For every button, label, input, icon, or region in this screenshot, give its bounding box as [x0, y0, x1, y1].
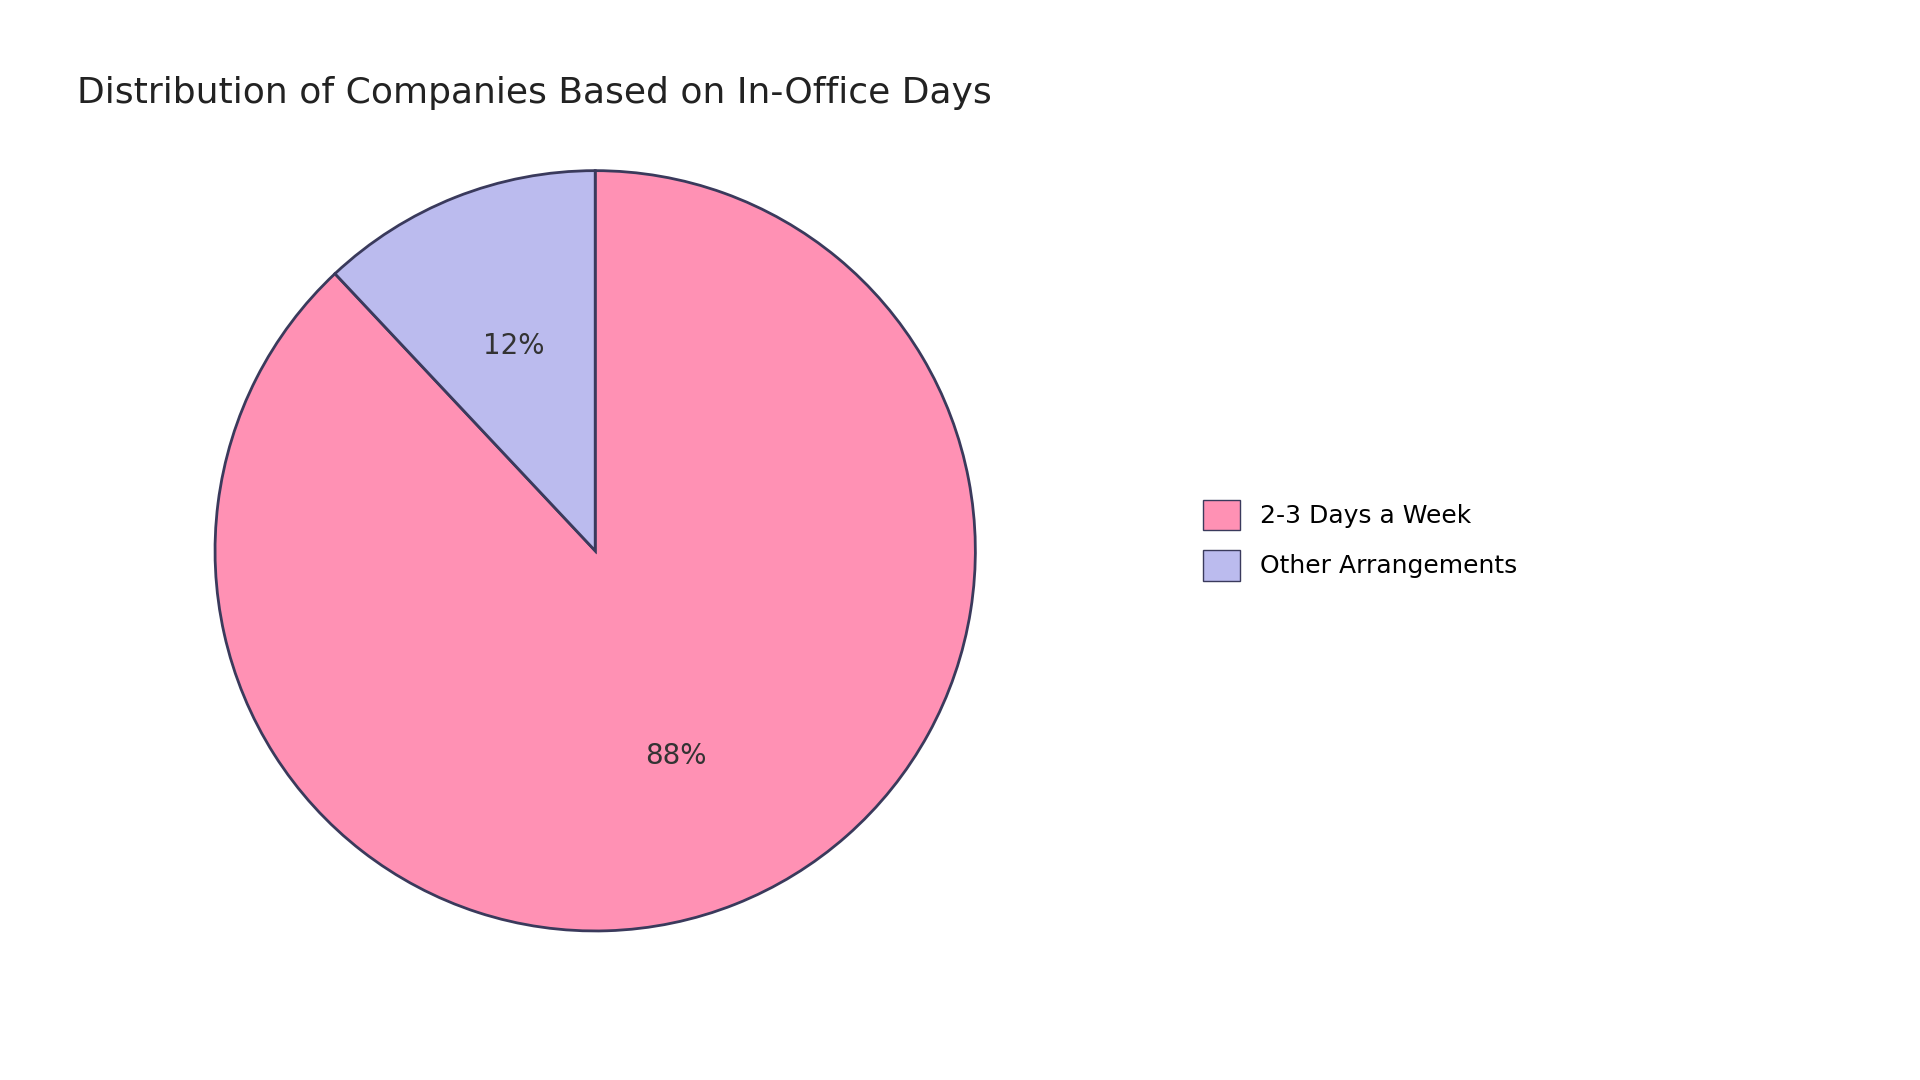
Wedge shape [215, 171, 975, 931]
Wedge shape [334, 171, 595, 551]
Text: 12%: 12% [484, 332, 545, 360]
Text: Distribution of Companies Based on In-Office Days: Distribution of Companies Based on In-Of… [77, 76, 991, 109]
Legend: 2-3 Days a Week, Other Arrangements: 2-3 Days a Week, Other Arrangements [1204, 499, 1517, 581]
Text: 88%: 88% [645, 742, 707, 770]
